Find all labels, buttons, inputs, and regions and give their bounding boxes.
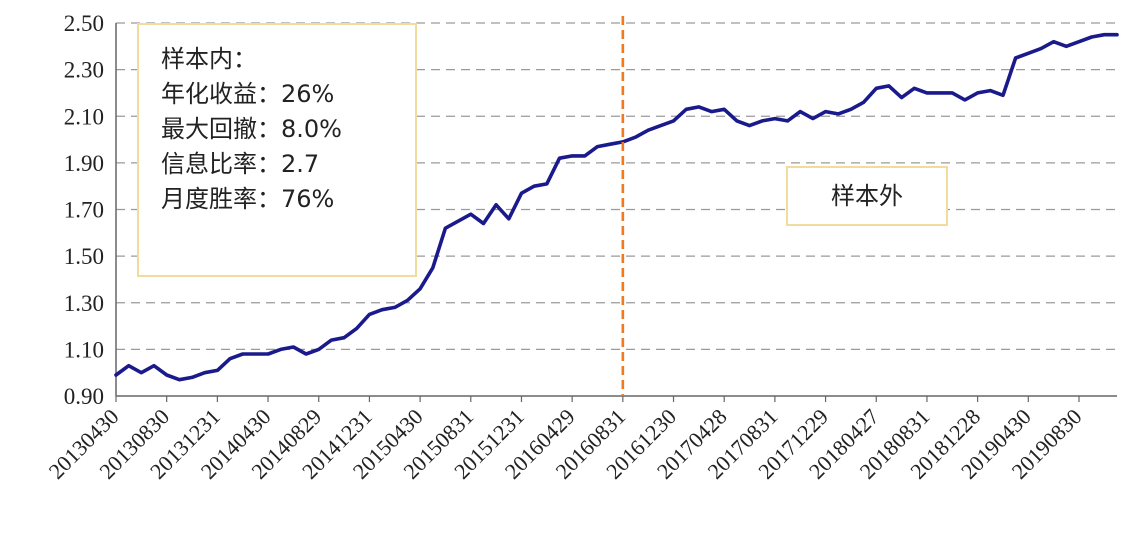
y-tick-label: 1.50 [64,244,104,269]
series-layer [114,32,1119,382]
max-drawdown-label: 最大回撤：8.0% [161,115,342,143]
y-axis: 2.50 2.30 2.10 1.90 1.70 1.50 1.30 1.10 0.90 [64,11,117,409]
information-ratio-label: 信息比率：2.7 [161,150,320,178]
out-of-sample-box: 样本外 [786,166,948,226]
y-tick-label: 1.30 [64,291,104,316]
in-sample-title: 样本内： [161,45,257,73]
monthly-win-rate-label: 月度胜率：76% [161,185,335,213]
out-of-sample-label: 样本外 [831,182,903,210]
annual-return-label: 年化收益：26% [161,80,335,108]
y-tick-label: 2.50 [64,11,104,36]
in-sample-stats-box: 样本内： 年化收益：26% 最大回撤：8.0% 信息比率：2.7 月度胜率：76… [137,23,417,277]
y-tick-label: 2.30 [64,58,104,83]
y-tick-label: 1.10 [64,337,104,362]
y-tick-label: 1.90 [64,151,104,176]
y-tick-label: 1.70 [64,198,104,223]
y-tick-label: 2.10 [64,104,104,129]
y-tick-label: 0.90 [64,384,104,409]
nav-line-series [114,32,1119,382]
x-axis: 2013043020130830201312312014043020140829… [44,395,1117,484]
